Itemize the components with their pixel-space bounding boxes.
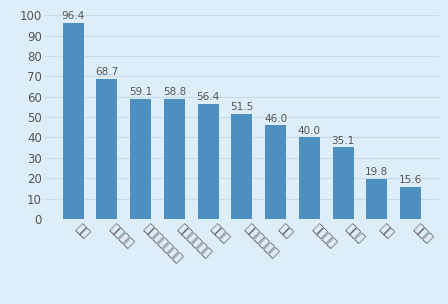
Bar [366, 178, 388, 219]
Bar [333, 147, 353, 219]
Bar [400, 187, 421, 219]
Text: 46.0: 46.0 [264, 114, 287, 123]
Text: 40.0: 40.0 [298, 126, 321, 136]
Bar [265, 125, 286, 219]
Bar [299, 137, 320, 219]
Text: 68.7: 68.7 [95, 67, 119, 77]
Bar [164, 99, 185, 219]
Text: 96.4: 96.4 [61, 11, 85, 21]
Text: 19.8: 19.8 [365, 167, 388, 177]
Bar [96, 79, 117, 219]
Bar [63, 22, 84, 219]
Bar [130, 98, 151, 219]
Text: 51.5: 51.5 [230, 102, 254, 112]
Bar [198, 104, 219, 219]
Text: 59.1: 59.1 [129, 87, 152, 97]
Text: 58.8: 58.8 [163, 88, 186, 98]
Text: 35.1: 35.1 [332, 136, 355, 146]
Bar [232, 114, 252, 219]
Text: 56.4: 56.4 [197, 92, 220, 102]
Text: 15.6: 15.6 [399, 175, 422, 185]
